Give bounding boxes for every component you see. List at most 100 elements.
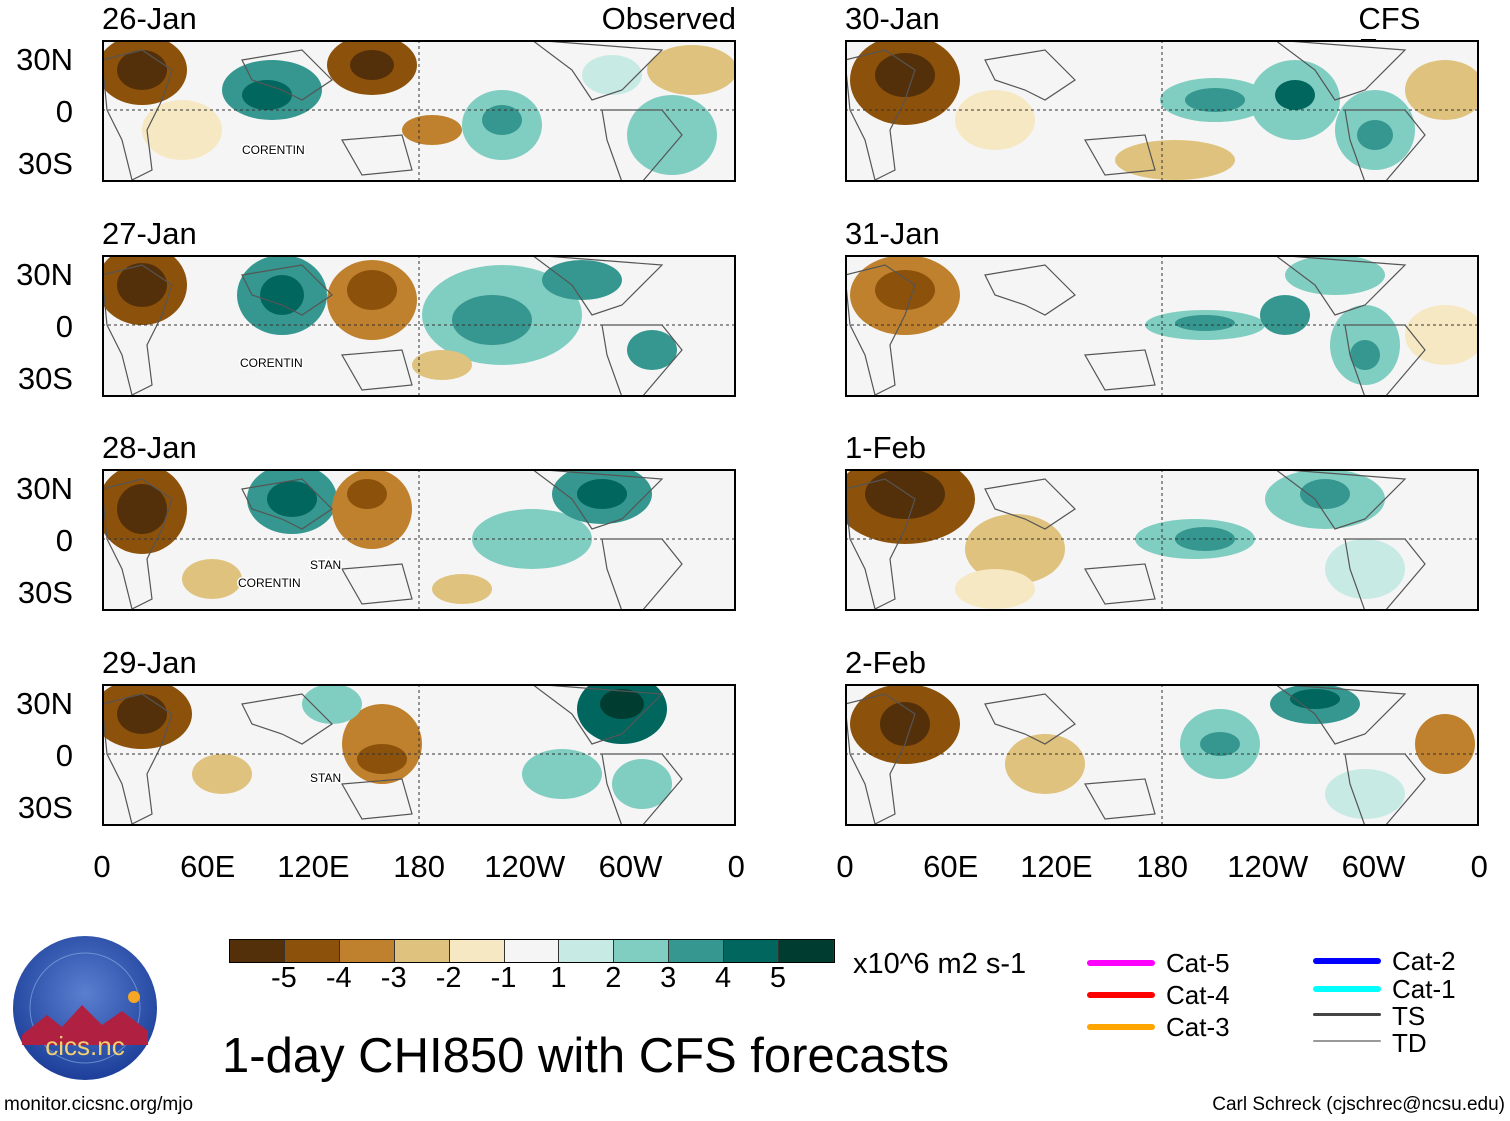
anomaly-contour <box>965 514 1065 584</box>
coastline <box>241 693 333 745</box>
lon-label: 120E <box>277 849 350 884</box>
colorbar-label: -2 <box>435 962 462 994</box>
anomaly-contour <box>1290 689 1340 709</box>
anomaly-contour <box>1005 734 1085 794</box>
anomaly-contour <box>267 481 317 517</box>
colorbar-label: 3 <box>660 962 677 994</box>
lon-label: 180 <box>393 849 445 884</box>
coastline <box>531 469 664 530</box>
lon-label: 0 <box>1470 849 1488 884</box>
legend-line <box>1087 992 1155 998</box>
coastline <box>1084 134 1156 176</box>
anomaly-contour <box>242 80 292 110</box>
lat-label: 0 <box>55 523 73 558</box>
colorbar-swatch <box>504 940 560 962</box>
storm-label: STAN <box>310 771 341 785</box>
legend-line <box>1087 960 1155 966</box>
anomaly-contour <box>347 479 387 509</box>
legend-label: Cat-5 <box>1166 948 1230 978</box>
anomaly-contour <box>182 559 242 599</box>
anomaly-contour <box>600 689 644 719</box>
coastline <box>102 49 173 181</box>
anomaly-contour <box>1405 60 1479 120</box>
coastline <box>341 778 413 820</box>
legend-label: Cat-2 <box>1392 946 1456 976</box>
colorbar-label: -5 <box>270 962 297 994</box>
storm-label: CORENTIN <box>238 576 301 590</box>
coastline <box>241 49 333 101</box>
coastline <box>341 134 413 176</box>
coastline <box>601 753 683 826</box>
lat-label: 30N <box>16 686 73 721</box>
figure-title: 1-day CHI850 with CFS forecasts <box>222 1029 950 1083</box>
colorbar-swatch <box>394 940 450 962</box>
anomaly-contour <box>1185 88 1245 112</box>
legend-label: TD <box>1392 1028 1427 1058</box>
coastline <box>241 478 333 530</box>
anomaly-contour <box>1300 479 1350 509</box>
coastline <box>845 49 916 181</box>
coastline <box>1084 563 1156 605</box>
anomaly-contour <box>1325 769 1405 819</box>
anomaly-contour <box>582 55 642 95</box>
colorbar-swatch <box>614 940 670 962</box>
anomaly-contour <box>875 270 935 310</box>
colorbar-swatch <box>339 940 395 962</box>
colorbar-label: 4 <box>715 962 732 994</box>
colorbar-label: -3 <box>380 962 407 994</box>
coastline <box>1084 349 1156 391</box>
map-panel <box>845 255 1479 397</box>
anomaly-contour <box>1357 120 1393 150</box>
panel-frame <box>845 40 1479 182</box>
coastline <box>1084 778 1156 820</box>
anomaly-contour <box>302 684 362 724</box>
anomaly-contour <box>1200 732 1240 756</box>
lon-label: 0 <box>93 849 111 884</box>
anomaly-contour <box>627 95 717 175</box>
anomaly-contour <box>350 50 394 80</box>
anomaly-contour <box>612 759 672 809</box>
colorbar-swatch <box>559 940 615 962</box>
coastline <box>984 478 1076 530</box>
lon-label: 120W <box>484 849 566 884</box>
anomaly-contour <box>482 105 522 135</box>
anomaly-contour <box>875 53 935 97</box>
colorbar-swatch <box>779 940 834 962</box>
panel-date: 31-Jan <box>845 216 940 251</box>
lon-label: 180 <box>1136 849 1188 884</box>
anomaly-contour <box>117 50 167 90</box>
legend-line <box>1313 986 1381 992</box>
colorbar-swatch <box>724 940 780 962</box>
panel-date: 26-Jan <box>102 1 197 36</box>
colorbar-label: 2 <box>605 962 622 994</box>
coastline <box>845 264 916 396</box>
anomaly-contour <box>452 295 532 345</box>
map-panel <box>845 469 1479 611</box>
anomaly-contour <box>577 479 627 509</box>
lon-label: 60E <box>180 849 236 884</box>
legend-label: TS <box>1392 1001 1426 1031</box>
legend-line <box>1313 958 1381 964</box>
panel-date: 28-Jan <box>102 430 197 465</box>
observed-label: Observed <box>601 1 736 36</box>
anomaly-contour <box>1275 80 1315 110</box>
legend-line <box>1313 1040 1381 1042</box>
coastline <box>1274 684 1407 745</box>
colorbar-swatch <box>284 940 340 962</box>
footer-credit: Carl Schreck (cjschrec@ncsu.edu) <box>1212 1094 1505 1115</box>
anomaly-contour <box>1325 539 1405 599</box>
coastline <box>845 693 916 825</box>
legend-label: Cat-1 <box>1392 974 1456 1004</box>
coastline <box>984 49 1076 101</box>
coastline <box>601 538 683 611</box>
coastline <box>531 255 664 316</box>
lon-label: 0 <box>727 849 745 884</box>
lon-label: 60W <box>598 849 663 884</box>
anomaly-contour <box>1115 140 1235 180</box>
panel-frame <box>102 684 736 826</box>
anomaly-contour <box>192 754 252 794</box>
map-panel <box>845 684 1479 826</box>
map-panel: STAN <box>102 684 736 826</box>
storm-label: STAN <box>310 558 341 572</box>
colorbar-units: x10^6 m2 s-1 <box>853 948 1027 980</box>
